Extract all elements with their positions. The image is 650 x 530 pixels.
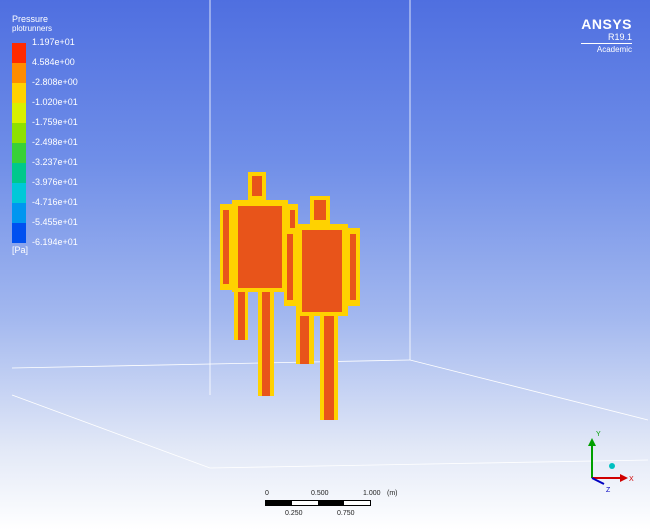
legend-color-segment <box>12 103 26 123</box>
axis-y-label: Y <box>596 431 601 438</box>
scale-label: 1.000 <box>363 490 381 497</box>
person-right[interactable] <box>284 196 360 420</box>
legend-value-label: -2.498e+01 <box>32 137 78 147</box>
legend-value-label: -1.020e+01 <box>32 97 78 107</box>
scale-label: 0 <box>265 490 269 497</box>
legend-value-label: -3.237e+01 <box>32 157 78 167</box>
legend-value-label: 1.197e+01 <box>32 37 75 47</box>
legend-value-label: -6.194e+01 <box>32 237 78 247</box>
legend-color-segment <box>12 83 26 103</box>
legend-color-segment <box>12 183 26 203</box>
legend-value-label: -1.759e+01 <box>32 117 78 127</box>
scale-unit: (m) <box>387 490 398 497</box>
legend-title: Pressure <box>12 14 49 24</box>
legend-color-segment <box>12 223 26 243</box>
scale-label: 0.750 <box>337 510 355 517</box>
scale-label: 0.250 <box>285 510 303 517</box>
legend-value-label: -2.808e+00 <box>32 77 78 87</box>
legend-color-bar <box>12 43 26 243</box>
legend-color-segment <box>12 203 26 223</box>
scale-label: 0.500 <box>311 490 329 497</box>
axis-z-label: Z <box>606 487 611 494</box>
ansys-logo: ANSYS R19.1 Academic <box>581 16 632 54</box>
brand-name: ANSYS <box>581 16 632 32</box>
legend-unit: [Pa] <box>12 245 29 255</box>
axis-triad: Y X Z <box>588 431 634 494</box>
legend-subtitle: plotrunners <box>12 24 53 33</box>
color-legend[interactable]: Pressure plotrunners 1.197e+01 4.584e+00 -… <box>12 14 78 255</box>
legend-color-segment <box>12 43 26 63</box>
legend-value-label: -3.976e+01 <box>32 177 78 187</box>
legend-color-segment <box>12 123 26 143</box>
axis-x-label: X <box>629 476 634 483</box>
brand-edition: Academic <box>581 43 632 54</box>
brand-version: R19.1 <box>607 32 632 42</box>
legend-value-label: 4.584e+00 <box>32 57 75 67</box>
legend-color-segment <box>12 143 26 163</box>
legend-value-label: -5.455e+01 <box>32 217 78 227</box>
scale-bar-graphic <box>265 500 371 506</box>
legend-color-segment <box>12 63 26 83</box>
domain-wireframe <box>11 0 649 469</box>
legend-color-segment <box>12 163 26 183</box>
legend-value-label: -4.716e+01 <box>32 197 78 207</box>
